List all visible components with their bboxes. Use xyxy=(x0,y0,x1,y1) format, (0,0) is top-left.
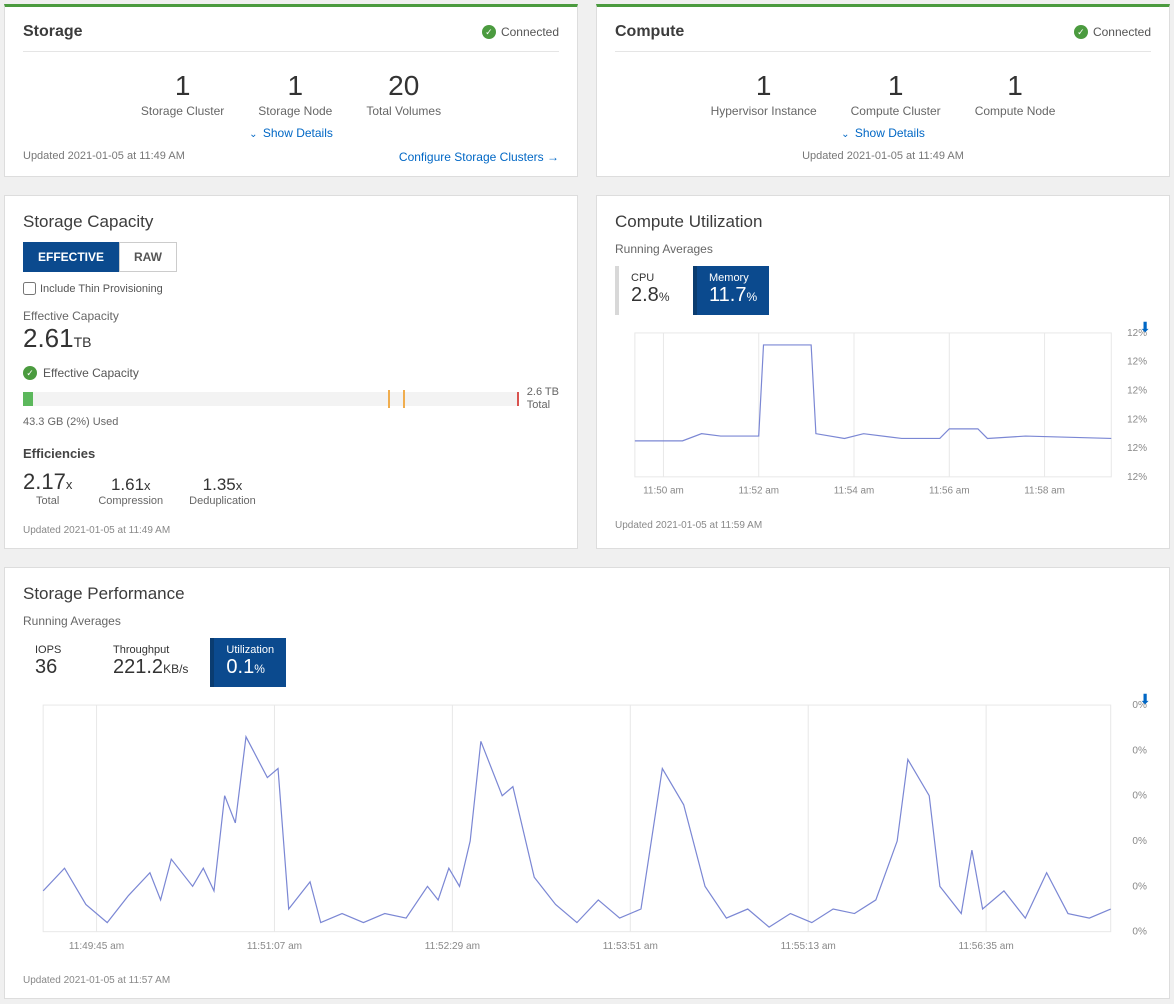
efficiency-item: 2.17xTotal xyxy=(23,469,72,507)
efficiency-item: 1.35xDeduplication xyxy=(189,475,256,507)
throughput-stat[interactable]: Throughput 221.2KB/s xyxy=(101,638,200,687)
svg-text:11:50 am: 11:50 am xyxy=(643,486,684,497)
tab-raw[interactable]: RAW xyxy=(119,242,177,272)
svg-text:11:51:07 am: 11:51:07 am xyxy=(247,941,302,952)
svg-text:12%: 12% xyxy=(1127,385,1147,396)
bar-total-label: 2.6 TB Total xyxy=(527,386,559,412)
compute-status: ✓ Connected xyxy=(1074,25,1151,39)
perf-title: Storage Performance xyxy=(23,584,1151,604)
capacity-label: Effective Capacity xyxy=(23,309,559,323)
svg-text:11:58 am: 11:58 am xyxy=(1024,486,1065,497)
utilization-stat[interactable]: Utilization 0.1% xyxy=(210,638,286,687)
storage-show-details[interactable]: ⌄ Show Details xyxy=(23,126,559,140)
svg-text:12%: 12% xyxy=(1127,357,1147,368)
compute-util-card: Compute Utilization Running Averages CPU… xyxy=(596,195,1170,549)
chevron-down-icon: ⌄ xyxy=(249,129,257,140)
storage-status: ✓ Connected xyxy=(482,25,559,39)
bar-used-text: 43.3 GB (2%) Used xyxy=(23,416,559,428)
svg-text:11:56 am: 11:56 am xyxy=(929,486,970,497)
svg-text:12%: 12% xyxy=(1127,414,1147,425)
storage-perf-card: Storage Performance Running Averages IOP… xyxy=(4,567,1170,999)
svg-text:0%: 0% xyxy=(1132,882,1147,893)
svg-text:11:55:13 am: 11:55:13 am xyxy=(781,941,836,952)
compute-util-chart: 11:50 am 11:52 am 11:54 am 11:56 am 11:58 am… xyxy=(615,323,1151,502)
cpu-stat[interactable]: CPU 2.8% xyxy=(615,266,683,315)
chevron-down-icon: ⌄ xyxy=(841,129,849,140)
download-icon[interactable]: ⬇ xyxy=(1139,319,1151,336)
capacity-tabs: EFFECTIVE RAW xyxy=(23,242,559,272)
compute-title: Compute xyxy=(615,23,684,41)
metric-item: 1Storage Node xyxy=(258,70,332,118)
svg-text:11:54 am: 11:54 am xyxy=(834,486,875,497)
configure-storage-link[interactable]: Configure Storage Clusters → xyxy=(399,150,559,164)
storage-perf-chart: 11:49:45 am 11:51:07 am 11:52:29 am 11:53:5… xyxy=(23,695,1151,957)
check-icon: ✓ xyxy=(482,25,496,39)
svg-text:11:52 am: 11:52 am xyxy=(738,486,779,497)
thin-checkbox-input[interactable] xyxy=(23,282,36,295)
util-updated: Updated 2021-01-05 at 11:59 AM xyxy=(615,520,1151,531)
svg-text:0%: 0% xyxy=(1132,791,1147,802)
util-subheading: Running Averages xyxy=(615,242,1151,256)
metric-item: 1Storage Cluster xyxy=(141,70,224,118)
memory-stat[interactable]: Memory 11.7% xyxy=(693,266,769,315)
check-icon: ✓ xyxy=(23,366,37,380)
perf-updated: Updated 2021-01-05 at 11:57 AM xyxy=(23,975,1151,986)
metric-item: 1Hypervisor Instance xyxy=(711,70,817,118)
storage-metrics: 1Storage Cluster 1Storage Node 20Total Vol… xyxy=(23,70,559,118)
storage-status-text: Connected xyxy=(501,25,559,39)
svg-text:11:52:29 am: 11:52:29 am xyxy=(425,941,480,952)
svg-text:12%: 12% xyxy=(1127,443,1147,454)
metric-item: 20Total Volumes xyxy=(366,70,441,118)
efficiency-item: 1.61xCompression xyxy=(98,475,163,507)
tab-effective[interactable]: EFFECTIVE xyxy=(23,242,119,272)
svg-text:0%: 0% xyxy=(1132,927,1147,938)
capacity-value: 2.61TB xyxy=(23,323,559,354)
compute-metrics: 1Hypervisor Instance 1Compute Cluster 1Com… xyxy=(615,70,1151,118)
svg-text:0%: 0% xyxy=(1132,836,1147,847)
svg-text:11:53:51 am: 11:53:51 am xyxy=(603,941,658,952)
compute-show-details[interactable]: ⌄ Show Details xyxy=(615,126,1151,140)
storage-capacity-card: Storage Capacity EFFECTIVE RAW Include T… xyxy=(4,195,578,549)
capacity-bar xyxy=(23,392,519,406)
download-icon[interactable]: ⬇ xyxy=(1139,691,1151,708)
compute-status-text: Connected xyxy=(1093,25,1151,39)
svg-text:11:56:35 am: 11:56:35 am xyxy=(959,941,1014,952)
capacity-updated: Updated 2021-01-05 at 11:49 AM xyxy=(23,525,559,536)
perf-subheading: Running Averages xyxy=(23,614,1151,628)
metric-item: 1Compute Node xyxy=(975,70,1056,118)
storage-updated: Updated 2021-01-05 at 11:49 AM xyxy=(23,150,185,164)
bar-title: ✓ Effective Capacity xyxy=(23,366,559,380)
efficiencies-title: Efficiencies xyxy=(23,446,559,461)
svg-text:11:49:45 am: 11:49:45 am xyxy=(69,941,124,952)
compute-updated: Updated 2021-01-05 at 11:49 AM xyxy=(802,150,964,162)
storage-title: Storage xyxy=(23,23,83,41)
thin-provisioning-checkbox[interactable]: Include Thin Provisioning xyxy=(23,282,559,295)
metric-item: 1Compute Cluster xyxy=(851,70,941,118)
util-title: Compute Utilization xyxy=(615,212,1151,232)
storage-card: Storage ✓ Connected 1Storage Cluster1Sto… xyxy=(4,4,578,177)
svg-text:12%: 12% xyxy=(1127,472,1147,483)
compute-card: Compute ✓ Connected 1Hypervisor Instance… xyxy=(596,4,1170,177)
check-icon: ✓ xyxy=(1074,25,1088,39)
iops-stat[interactable]: IOPS 36 xyxy=(23,638,91,687)
capacity-title: Storage Capacity xyxy=(23,212,559,232)
svg-text:0%: 0% xyxy=(1132,746,1147,757)
